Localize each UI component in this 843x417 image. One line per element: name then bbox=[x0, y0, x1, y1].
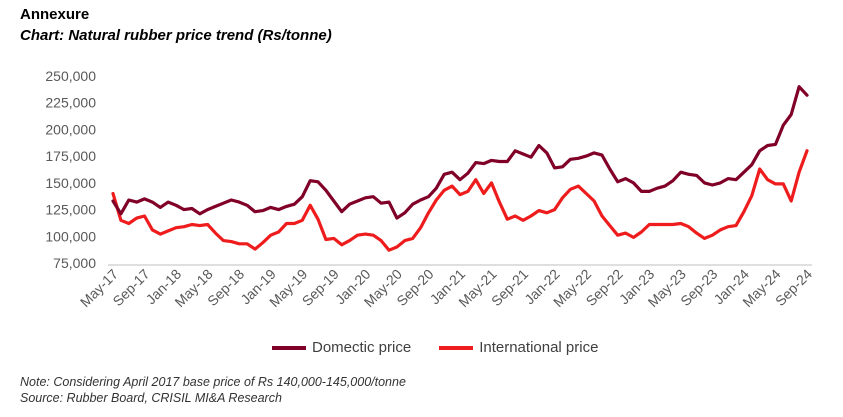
page-title: Annexure bbox=[20, 6, 90, 23]
x-axis: May-17Sep-17Jan-18May-18Sep-18Jan-19May-… bbox=[77, 264, 815, 310]
series-line-domestic bbox=[111, 85, 809, 220]
chart-title: Chart: Natural rubber price trend (Rs/to… bbox=[20, 27, 332, 44]
series-line-international bbox=[111, 149, 809, 252]
footnote-source: Source: Rubber Board, CRISIL MI&A Resear… bbox=[20, 391, 282, 405]
y-tick-label: 150,000 bbox=[45, 175, 96, 191]
legend-label-domestic: Domectic price bbox=[312, 339, 412, 356]
legend-label-international: International price bbox=[479, 339, 599, 356]
y-tick-label: 100,000 bbox=[45, 228, 96, 244]
y-tick-label: 125,000 bbox=[45, 202, 96, 218]
footnote: Note: Considering April 2017 base price … bbox=[20, 374, 406, 406]
y-tick-label: 175,000 bbox=[45, 148, 96, 164]
legend: Domectic price International price bbox=[272, 339, 598, 356]
price-trend-chart: 75,000 100,000 125,000 150,000 175,000 200,00… bbox=[45, 68, 815, 310]
y-tick-label: 200,000 bbox=[45, 121, 96, 137]
legend-swatch-domestic bbox=[272, 345, 306, 350]
legend-item-domestic: Domectic price bbox=[272, 339, 411, 356]
y-tick-label: 75,000 bbox=[53, 255, 96, 271]
y-tick-label: 225,000 bbox=[45, 95, 96, 111]
legend-swatch-international bbox=[439, 345, 474, 350]
footnote-note: Note: Considering April 2017 base price … bbox=[20, 375, 406, 389]
series-layer bbox=[111, 85, 809, 252]
legend-item-international: International price bbox=[439, 339, 598, 356]
y-axis: 75,000 100,000 125,000 150,000 175,000 200,00… bbox=[45, 68, 96, 271]
y-tick-label: 250,000 bbox=[45, 68, 96, 84]
